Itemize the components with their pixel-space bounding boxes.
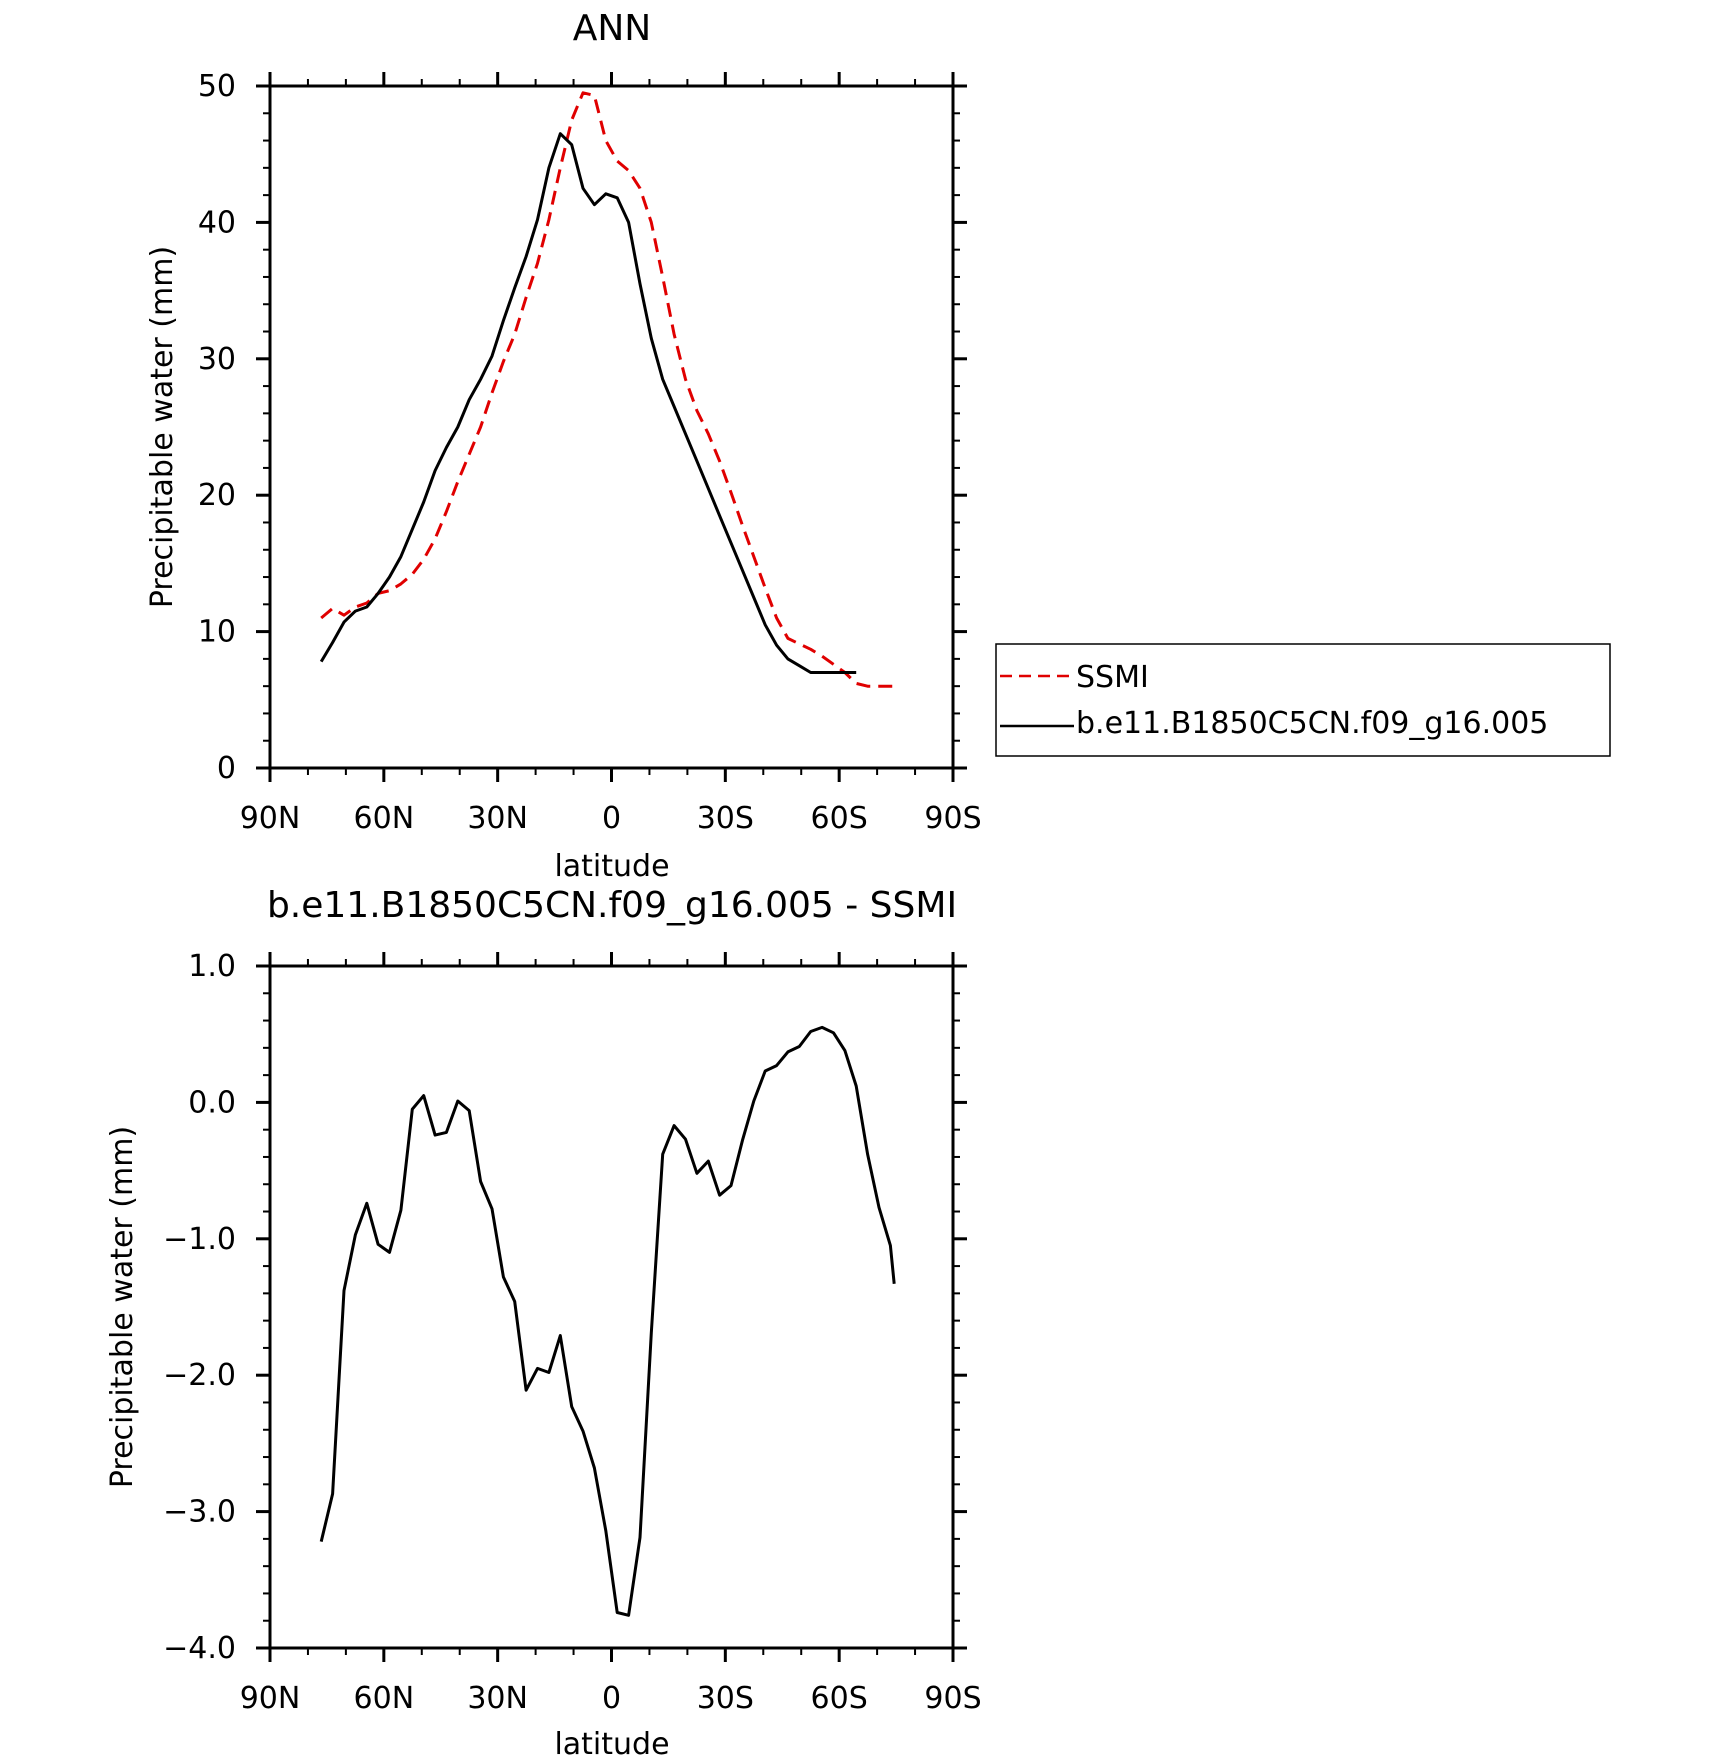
- bottom-difference-line: [319, 1025, 896, 1617]
- y-tick-label: 50: [198, 69, 236, 104]
- top-chart-title: ANN: [573, 8, 652, 49]
- legend-box: [995, 643, 1611, 757]
- y-tick-label: 40: [198, 205, 236, 240]
- top-ssmi-line: [320, 91, 895, 688]
- x-tick-label: 0: [602, 1681, 621, 1716]
- top-plot-frame: [268, 84, 955, 770]
- y-tick-label: 10: [198, 615, 236, 650]
- x-tick-label: 30N: [467, 801, 528, 836]
- top-model-line: [319, 132, 857, 674]
- bottom-series: [319, 1025, 896, 1617]
- x-tick-label: 60N: [354, 1681, 415, 1716]
- x-tick-label: 30S: [697, 1681, 754, 1716]
- y-tick-label: −3.0: [163, 1495, 236, 1530]
- bottom-x-axis-label: latitude: [554, 1727, 669, 1756]
- y-tick-label: 20: [198, 478, 236, 513]
- x-tick-label: 90N: [240, 801, 301, 836]
- y-tick-label: 30: [198, 342, 236, 377]
- legend-ssmi-label: SSMI: [1076, 660, 1149, 695]
- bottom-axis-ticks: 90N 60N 30N 0 30S 60S 90S 1.0 0.0 −1.0 −2.0 −3.0 −4.…: [163, 949, 981, 1716]
- bottom-y-axis-label: Precipitable water (mm): [105, 1126, 140, 1488]
- bottom-chart-title: b.e11.B1850C5CN.f09_g16.005 - SSMI: [267, 885, 957, 926]
- legend-model-label: b.e11.B1850C5CN.f09_g16.005: [1076, 706, 1548, 741]
- x-tick-label: 30N: [467, 1681, 528, 1716]
- y-tick-label: −1.0: [163, 1222, 236, 1257]
- top-panel: ANN 90N 60N 30N 0 30S 60S 90S 0 10 20 30 40 50 latit…: [145, 8, 982, 884]
- x-tick-label: 30S: [697, 801, 754, 836]
- x-tick-label: 60S: [811, 801, 868, 836]
- x-tick-label: 60S: [811, 1681, 868, 1716]
- y-tick-label: 0: [217, 751, 236, 786]
- top-y-axis-label: Precipitable water (mm): [145, 246, 180, 608]
- x-tick-label: 90N: [240, 1681, 301, 1716]
- top-axis-ticks: 90N 60N 30N 0 30S 60S 90S 0 10 20 30 40 50: [198, 69, 982, 836]
- y-tick-label: 0.0: [188, 1085, 236, 1120]
- y-tick-label: −4.0: [163, 1631, 236, 1666]
- top-x-axis-label: latitude: [554, 849, 669, 884]
- x-tick-label: 90S: [924, 1681, 981, 1716]
- x-tick-label: 60N: [354, 801, 415, 836]
- x-tick-label: 0: [602, 801, 621, 836]
- y-tick-label: −2.0: [163, 1358, 236, 1393]
- top-series: [319, 91, 895, 688]
- x-tick-label: 90S: [924, 801, 981, 836]
- legend: SSMI b.e11.B1850C5CN.f09_g16.005: [995, 643, 1611, 757]
- bottom-panel: b.e11.B1850C5CN.f09_g16.005 - SSMI 90N 60…: [105, 885, 982, 1756]
- y-tick-label: 1.0: [188, 949, 236, 984]
